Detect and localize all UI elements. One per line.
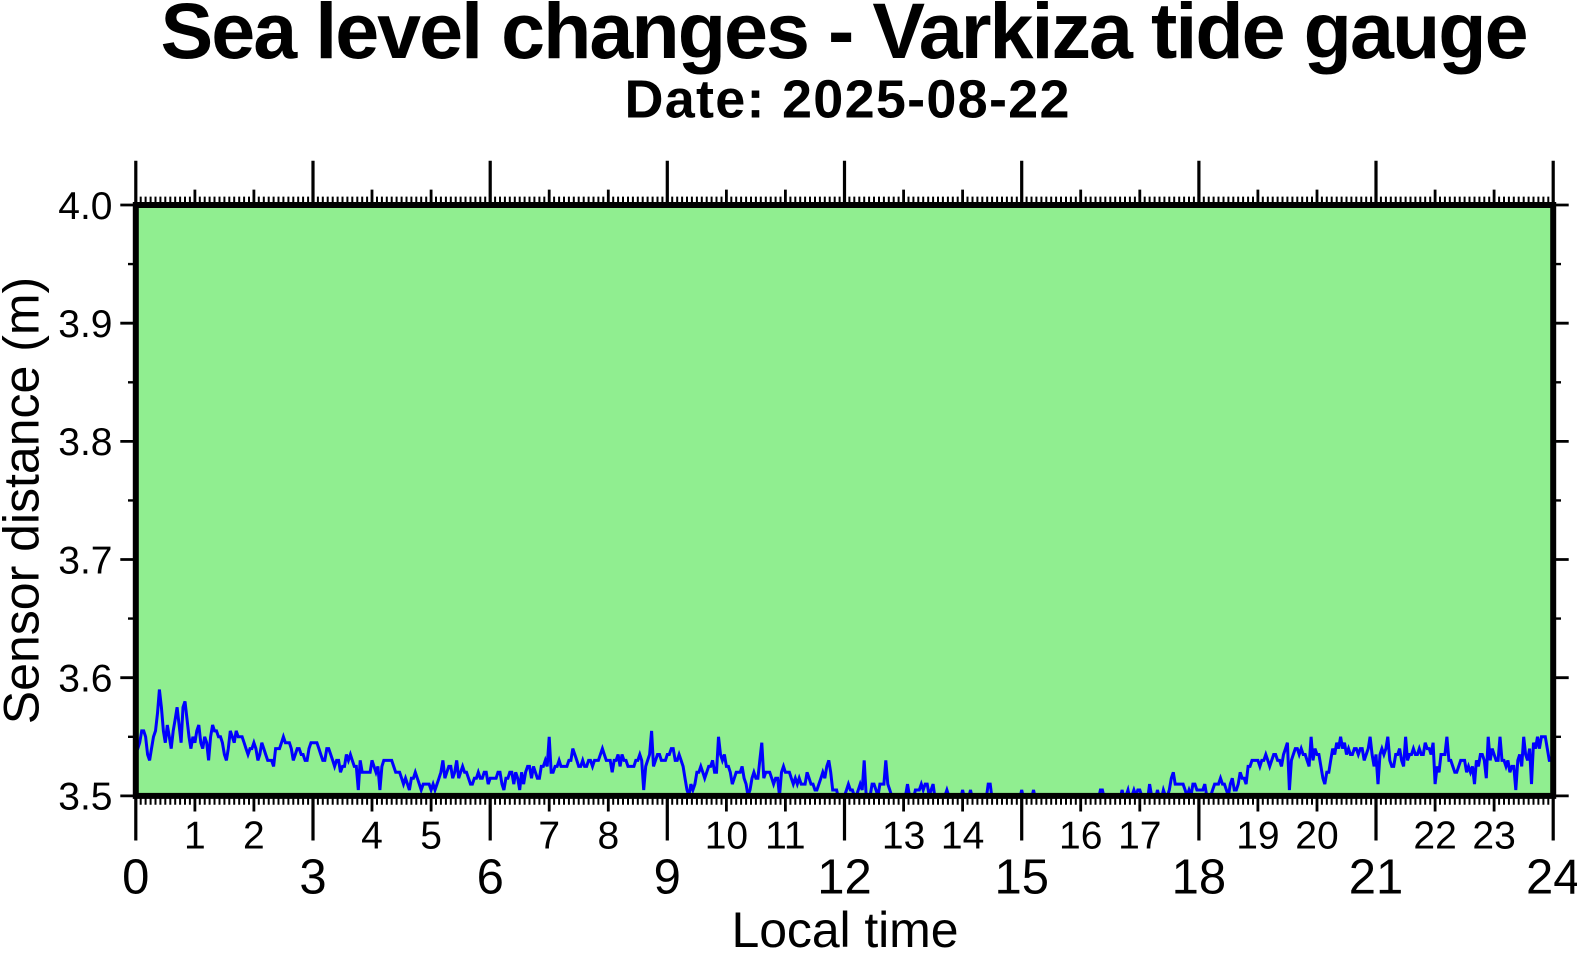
svg-text:Sensor distance (m): Sensor distance (m) (0, 277, 49, 724)
svg-text:2: 2 (243, 814, 265, 857)
svg-text:5: 5 (420, 814, 442, 857)
svg-text:19: 19 (1236, 814, 1279, 857)
svg-text:8: 8 (597, 814, 619, 857)
svg-text:9: 9 (654, 851, 681, 905)
svg-text:7: 7 (538, 814, 560, 857)
svg-text:3.6: 3.6 (58, 658, 112, 701)
svg-text:1: 1 (184, 814, 206, 857)
svg-text:16: 16 (1059, 814, 1102, 857)
svg-text:13: 13 (882, 814, 925, 857)
svg-text:24: 24 (1526, 851, 1577, 905)
svg-text:17: 17 (1118, 814, 1161, 857)
svg-text:22: 22 (1413, 814, 1456, 857)
svg-text:20: 20 (1295, 814, 1338, 857)
svg-text:14: 14 (941, 814, 984, 857)
svg-text:15: 15 (994, 851, 1049, 905)
svg-text:0: 0 (122, 851, 149, 905)
svg-text:3.8: 3.8 (58, 421, 112, 464)
svg-text:3: 3 (299, 851, 326, 905)
svg-text:11: 11 (765, 814, 806, 857)
svg-text:Local time: Local time (732, 902, 959, 950)
svg-text:10: 10 (705, 814, 748, 857)
svg-text:12: 12 (817, 851, 872, 905)
svg-text:4: 4 (361, 814, 383, 857)
svg-text:3.5: 3.5 (58, 776, 112, 819)
svg-text:21: 21 (1349, 851, 1404, 905)
svg-text:Date: 2025-08-22: Date: 2025-08-22 (625, 70, 1070, 130)
svg-text:6: 6 (477, 851, 504, 905)
svg-text:Sea level changes - Varkiza ti: Sea level changes - Varkiza tide gauge (161, 0, 1529, 75)
svg-text:3.7: 3.7 (58, 539, 112, 582)
svg-text:18: 18 (1172, 851, 1227, 905)
svg-text:4.0: 4.0 (58, 185, 112, 228)
svg-text:3.9: 3.9 (58, 303, 112, 346)
svg-text:23: 23 (1472, 814, 1515, 857)
